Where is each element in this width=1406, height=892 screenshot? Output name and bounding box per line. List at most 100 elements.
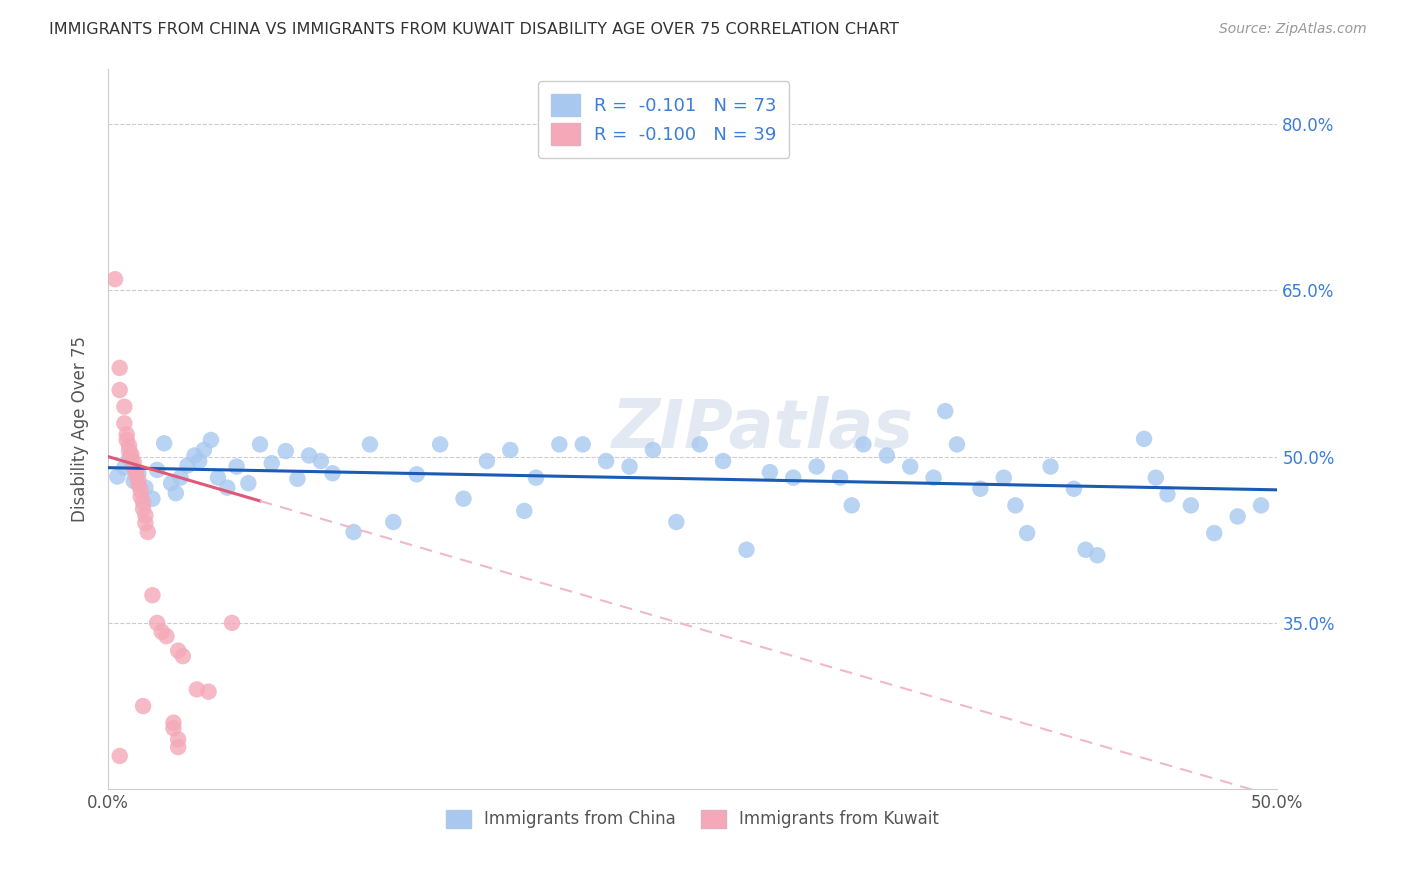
Point bbox=[1133, 432, 1156, 446]
Point bbox=[118, 451, 141, 466]
Point bbox=[595, 454, 617, 468]
Point bbox=[475, 454, 498, 468]
Point bbox=[115, 427, 138, 442]
Point bbox=[735, 542, 758, 557]
Point bbox=[571, 437, 593, 451]
Point bbox=[167, 740, 190, 755]
Point bbox=[806, 459, 828, 474]
Point bbox=[120, 451, 142, 466]
Point bbox=[217, 481, 239, 495]
Point bbox=[125, 464, 148, 478]
Point bbox=[188, 454, 211, 468]
Point bbox=[828, 470, 851, 484]
Point bbox=[146, 463, 169, 477]
Point bbox=[207, 470, 229, 484]
Point bbox=[359, 437, 381, 451]
Point bbox=[169, 470, 191, 484]
Point bbox=[1039, 459, 1062, 474]
Point bbox=[134, 508, 156, 523]
Point bbox=[160, 476, 183, 491]
Point bbox=[619, 459, 641, 474]
Point bbox=[309, 454, 332, 468]
Point bbox=[120, 447, 142, 461]
Point bbox=[876, 449, 898, 463]
Point bbox=[132, 501, 155, 516]
Point bbox=[499, 442, 522, 457]
Point bbox=[134, 516, 156, 530]
Point bbox=[382, 515, 405, 529]
Point bbox=[165, 486, 187, 500]
Point bbox=[200, 433, 222, 447]
Point bbox=[1250, 499, 1272, 513]
Point bbox=[1204, 526, 1226, 541]
Point bbox=[129, 483, 152, 497]
Point bbox=[298, 449, 321, 463]
Point bbox=[1144, 470, 1167, 484]
Point bbox=[127, 467, 149, 481]
Point bbox=[176, 458, 198, 473]
Point bbox=[125, 468, 148, 483]
Point bbox=[141, 491, 163, 506]
Point bbox=[172, 649, 194, 664]
Point bbox=[711, 454, 734, 468]
Point bbox=[183, 449, 205, 463]
Point bbox=[1074, 542, 1097, 557]
Point bbox=[898, 459, 921, 474]
Point bbox=[221, 615, 243, 630]
Point bbox=[321, 467, 343, 481]
Point bbox=[993, 470, 1015, 484]
Point bbox=[118, 444, 141, 458]
Text: IMMIGRANTS FROM CHINA VS IMMIGRANTS FROM KUWAIT DISABILITY AGE OVER 75 CORRELATI: IMMIGRANTS FROM CHINA VS IMMIGRANTS FROM… bbox=[49, 22, 900, 37]
Point bbox=[513, 504, 536, 518]
Point bbox=[641, 442, 664, 457]
Legend: Immigrants from China, Immigrants from Kuwait: Immigrants from China, Immigrants from K… bbox=[440, 803, 946, 835]
Point bbox=[429, 437, 451, 451]
Point bbox=[132, 699, 155, 714]
Point bbox=[115, 433, 138, 447]
Point bbox=[127, 477, 149, 491]
Point bbox=[260, 456, 283, 470]
Point bbox=[841, 499, 863, 513]
Point bbox=[132, 495, 155, 509]
Point bbox=[1085, 548, 1108, 562]
Point bbox=[782, 470, 804, 484]
Point bbox=[665, 515, 688, 529]
Point bbox=[1226, 509, 1249, 524]
Text: Source: ZipAtlas.com: Source: ZipAtlas.com bbox=[1219, 22, 1367, 37]
Point bbox=[150, 624, 173, 639]
Point bbox=[405, 467, 427, 482]
Point bbox=[122, 474, 145, 488]
Point bbox=[108, 360, 131, 375]
Point bbox=[141, 588, 163, 602]
Point bbox=[186, 682, 208, 697]
Point bbox=[922, 470, 945, 484]
Point bbox=[524, 470, 547, 484]
Point bbox=[969, 482, 991, 496]
Point bbox=[225, 459, 247, 474]
Point bbox=[274, 444, 297, 458]
Point bbox=[453, 491, 475, 506]
Point bbox=[122, 455, 145, 469]
Point bbox=[146, 615, 169, 630]
Point bbox=[112, 400, 135, 414]
Point bbox=[193, 442, 215, 457]
Point bbox=[105, 469, 128, 483]
Point bbox=[153, 436, 176, 450]
Point bbox=[1004, 499, 1026, 513]
Point bbox=[548, 437, 571, 451]
Point bbox=[162, 715, 184, 730]
Point bbox=[134, 481, 156, 495]
Point bbox=[934, 404, 956, 418]
Point bbox=[238, 476, 260, 491]
Point bbox=[108, 748, 131, 763]
Point bbox=[167, 643, 190, 657]
Text: ZIPatlas: ZIPatlas bbox=[612, 396, 914, 462]
Point bbox=[1180, 499, 1202, 513]
Point bbox=[1017, 526, 1039, 541]
Point bbox=[946, 437, 969, 451]
Point bbox=[129, 490, 152, 504]
Point bbox=[689, 437, 711, 451]
Point bbox=[127, 473, 149, 487]
Point bbox=[108, 383, 131, 397]
Point bbox=[112, 417, 135, 431]
